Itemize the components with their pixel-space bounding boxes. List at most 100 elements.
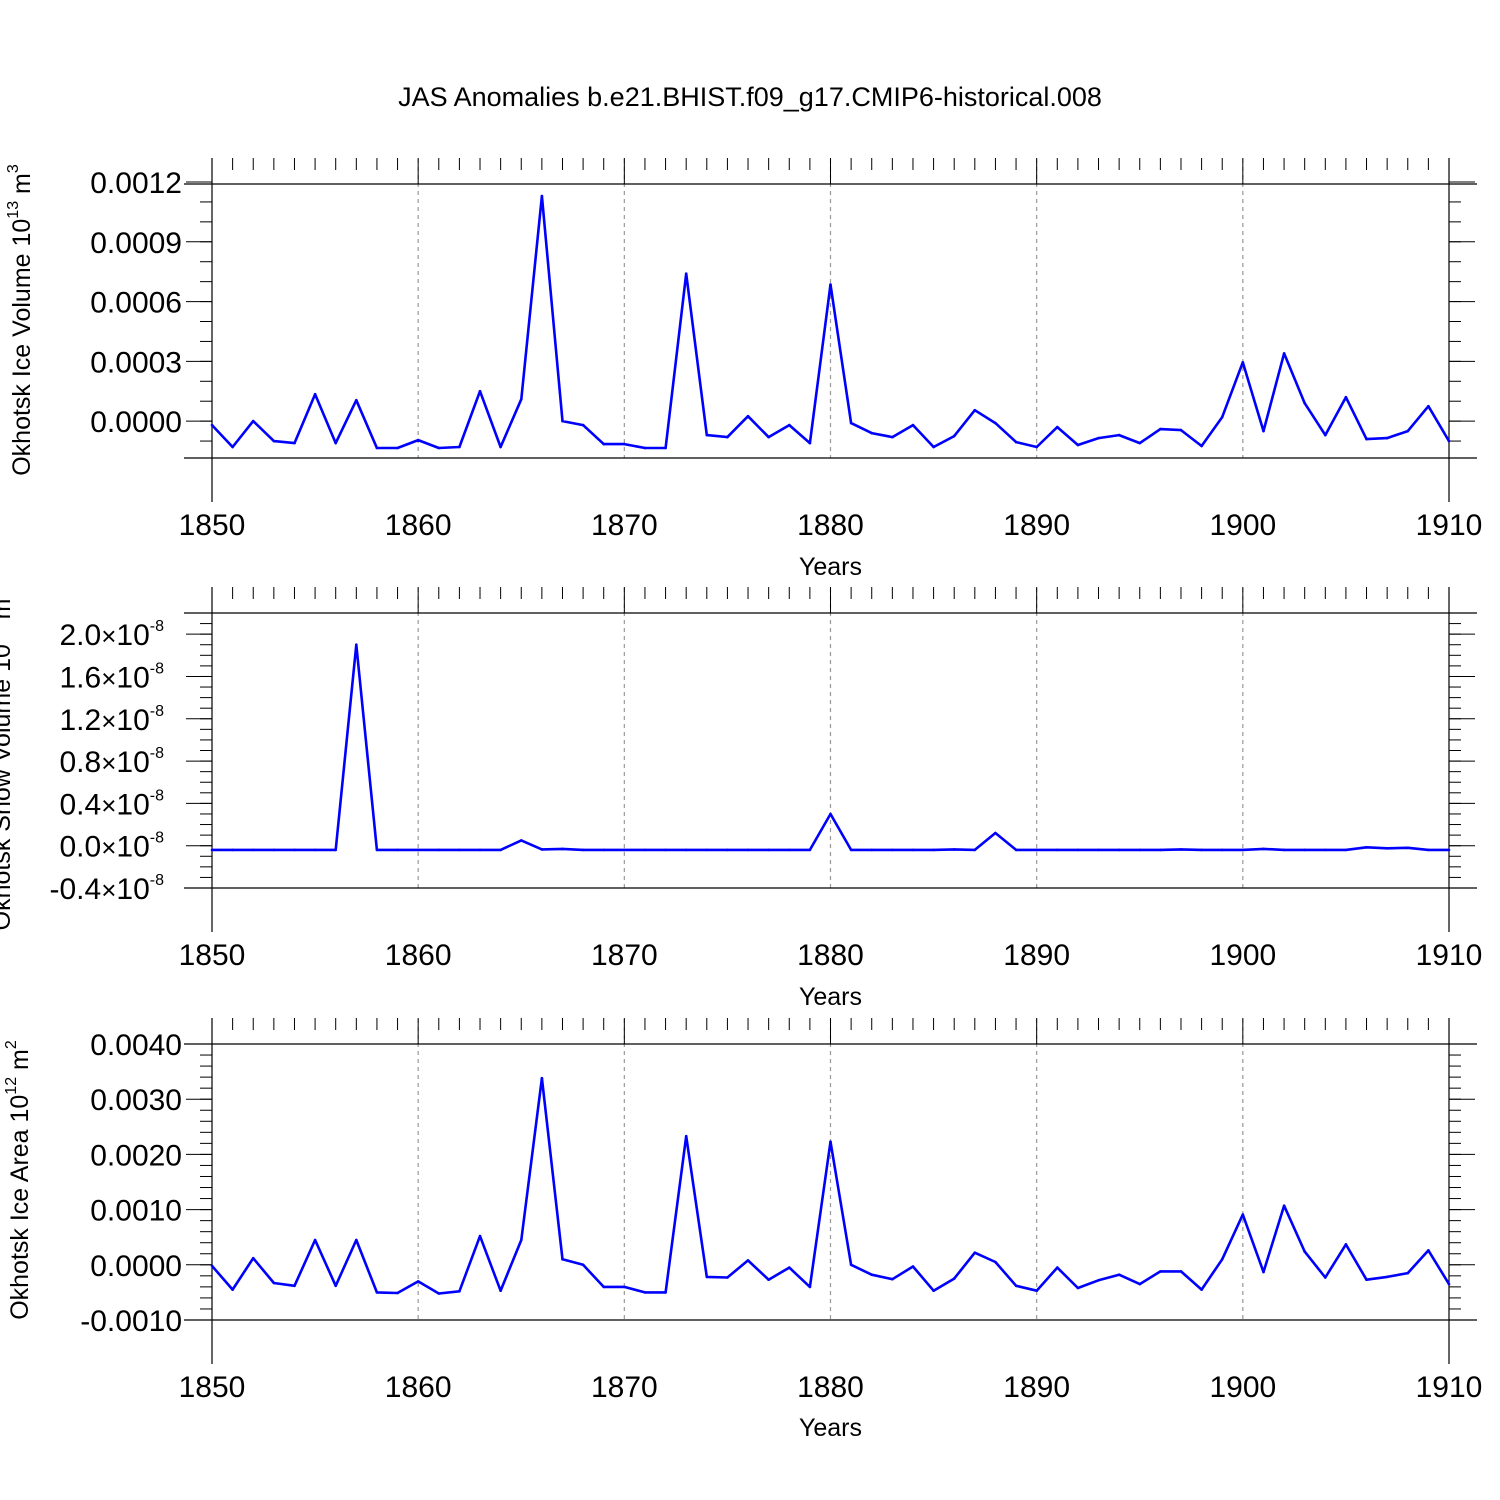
data-point: [1097, 1279, 1100, 1282]
data-point: [623, 1285, 626, 1289]
data-point: [994, 831, 997, 835]
y-tick-label: 0.0012: [90, 167, 182, 200]
data-point: [251, 1256, 255, 1260]
y-tick-label: 1.2×10-8: [59, 703, 164, 737]
data-point: [396, 446, 399, 450]
data-point: [849, 421, 853, 425]
data-point: [293, 848, 296, 852]
data-point: [1159, 848, 1162, 852]
data-point: [540, 194, 544, 198]
data-point: [1200, 444, 1203, 448]
x-tick-label-1860: 1860: [385, 1371, 452, 1404]
x-tick-label-1900: 1900: [1209, 1371, 1276, 1404]
data-point: [602, 1285, 605, 1289]
data-point: [870, 1273, 873, 1276]
y-tick-label: 0.0020: [90, 1139, 182, 1172]
panel-ice-area: -0.0010 0.0000 0.0010 0.0020 0.0030 0.0040 185…: [3, 1018, 1482, 1442]
data-point: [355, 643, 358, 646]
x-tick-label-1890: 1890: [1003, 939, 1070, 972]
data-point: [355, 398, 358, 402]
data-point: [272, 848, 276, 852]
data-point: [808, 848, 812, 852]
data-point: [705, 433, 709, 437]
data-point: [1303, 1250, 1306, 1253]
data-point: [437, 848, 441, 852]
data-point: [520, 839, 523, 842]
data-point: [664, 848, 667, 852]
y-axis-title: Okhotsk Ice Volume 1013 m3: [5, 164, 36, 476]
x-axis-title: Years: [799, 553, 862, 581]
data-point: [1365, 846, 1368, 849]
x-axis-title: Years: [799, 1414, 862, 1442]
data-point: [1241, 1213, 1245, 1216]
data-point: [726, 848, 729, 852]
data-point: [231, 1288, 234, 1291]
y-tick-label: 0.0000: [90, 1250, 182, 1283]
y-tick-label: 0.0040: [90, 1029, 182, 1062]
data-point: [1200, 848, 1203, 852]
data-point: [891, 848, 894, 852]
data-point: [1427, 1249, 1430, 1252]
x-tick-label-1850: 1850: [179, 509, 246, 542]
data-point: [1303, 401, 1306, 405]
data-point: [396, 1291, 399, 1295]
panel-ice-volume: 0.0000 0.0003 0.0006 0.0009 0.0012 1850 1860 18…: [5, 158, 1482, 581]
data-point: [726, 1276, 729, 1279]
data-point: [1220, 848, 1224, 852]
x-tick-label-1870: 1870: [591, 1371, 658, 1404]
data-point: [994, 421, 997, 425]
data-point: [849, 848, 853, 852]
y-axis-title: Okhotsk Snow Volume 1013 m3: [0, 590, 16, 931]
data-point: [499, 1289, 502, 1292]
data-point: [1014, 848, 1018, 852]
data-point: [1324, 848, 1327, 852]
data-point: [478, 848, 482, 852]
data-point: [1282, 848, 1286, 852]
data-point: [251, 848, 255, 852]
data-point: [375, 848, 379, 852]
x-tick-label-1910: 1910: [1416, 939, 1483, 972]
data-point: [1179, 848, 1183, 851]
data-point: [767, 435, 770, 439]
data-point: [1282, 1204, 1286, 1207]
data-point: [767, 848, 770, 852]
x-tick-label-1860: 1860: [385, 939, 452, 972]
data-point: [313, 392, 317, 396]
data-point: [684, 272, 688, 276]
y-tick-label: 0.0030: [90, 1084, 182, 1117]
data-point: [1385, 847, 1389, 850]
data-point: [911, 848, 915, 852]
data-point: [561, 1258, 564, 1261]
data-point: [1447, 1282, 1451, 1286]
data-point: [1076, 1286, 1080, 1290]
data-point: [540, 848, 544, 851]
data-point: [1179, 428, 1183, 432]
data-point: [1056, 1266, 1059, 1269]
data-point: [581, 423, 585, 427]
data-point: [1303, 848, 1306, 852]
panel-snow-volume: -0.4×10-8 0.0×10-8 0.4×10-8 0.8×10-8 1.2×10-…: [0, 587, 1482, 1011]
data-point: [1117, 433, 1121, 437]
x-tick-label-1850: 1850: [179, 939, 246, 972]
data-point: [1056, 425, 1059, 429]
chart-title: JAS Anomalies b.e21.BHIST.f09_g17.CMIP6-…: [398, 82, 1102, 112]
data-point: [602, 442, 605, 446]
x-tick-label-1870: 1870: [591, 939, 658, 972]
data-point: [1179, 1270, 1183, 1273]
data-point: [952, 434, 956, 438]
data-point: [1324, 433, 1327, 437]
data-point: [1138, 1282, 1142, 1286]
data-point: [416, 438, 420, 442]
data-point: [1097, 848, 1100, 852]
data-point: [891, 1277, 894, 1281]
data-point: [808, 1285, 812, 1289]
data-point: [911, 423, 915, 427]
data-point: [973, 408, 977, 412]
data-point: [746, 414, 750, 418]
data-point: [416, 848, 420, 852]
x-tick-label-1880: 1880: [797, 1371, 864, 1404]
data-point: [1262, 429, 1265, 433]
y-tick-label: -0.4×10-8: [50, 872, 165, 906]
data-point: [1344, 848, 1348, 852]
data-point: [499, 445, 502, 449]
